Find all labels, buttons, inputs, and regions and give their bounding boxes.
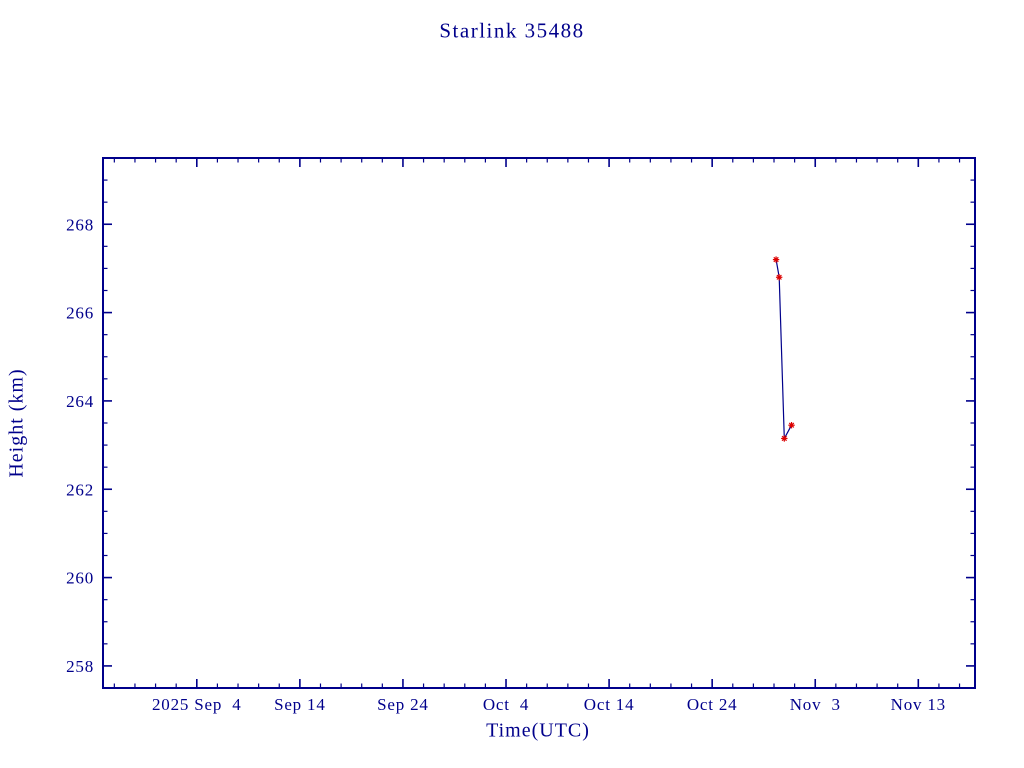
- data-point: [774, 258, 778, 261]
- y-axis-label: Height (km): [5, 368, 28, 478]
- data-point: [790, 423, 793, 427]
- x-tick-label: Sep 24: [377, 695, 429, 714]
- data-line: [775, 259, 793, 441]
- x-tick-label: Nov 13: [891, 695, 946, 714]
- x-tick-label: Oct 14: [584, 695, 635, 714]
- data-point: [777, 275, 781, 279]
- y-tick-label: 268: [66, 215, 94, 234]
- y-tick-label: 266: [66, 304, 94, 323]
- x-axis-label: Time(UTC): [486, 719, 590, 742]
- y-tick-label: 258: [66, 657, 94, 676]
- y-tick-label: 262: [66, 480, 94, 499]
- y-tick-label: 260: [66, 569, 94, 588]
- x-tick-label: Oct 24: [687, 695, 738, 714]
- chart-title: Starlink 35488: [439, 18, 585, 43]
- y-tick-label: 264: [66, 392, 94, 411]
- x-tick-label: Nov 3: [790, 695, 841, 714]
- x-tick-label: 2025 Sep 4: [152, 695, 242, 714]
- x-tick-label: Oct 4: [483, 695, 529, 714]
- data-point: [783, 437, 786, 440]
- x-tick-label: Sep 14: [274, 695, 326, 714]
